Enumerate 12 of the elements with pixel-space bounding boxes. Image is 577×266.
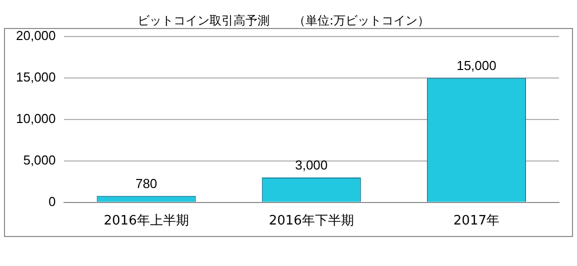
chart-title: ビットコイン取引高予測 （単位:万ビットコイン） [137,13,430,28]
data-label: 15,000 [456,58,496,73]
y-tick-label: 15,000 [16,69,56,84]
y-tick-label: 10,000 [16,110,56,126]
y-tick-label: 5,000 [23,152,56,168]
y-tick-label: 20,000 [16,28,56,43]
x-tick-label: 2017年 [453,214,500,229]
y-tick-label: 0 [48,194,56,209]
x-tick-label: 2016年下半期 [268,214,354,229]
x-tick-label: 2016年上半期 [104,214,189,229]
data-label: 3,000 [295,158,328,173]
data-label: 780 [135,176,158,192]
